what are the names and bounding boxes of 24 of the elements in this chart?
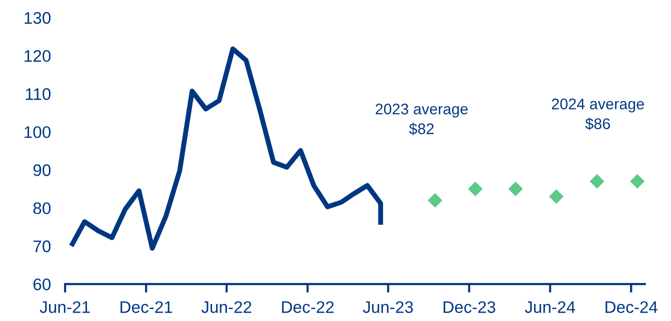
point — [630, 174, 645, 189]
point — [428, 193, 442, 208]
x-tick-label: Dec-24 — [606, 301, 658, 313]
x-tick-label: Jun-23 — [362, 301, 413, 313]
x-tick-label: Jun-24 — [524, 301, 576, 313]
annotation: 2024 average $86 — [552, 98, 644, 130]
y-tick-label: 120 — [24, 50, 51, 62]
point — [508, 182, 523, 196]
point — [549, 189, 564, 204]
y-tick-label: 100 — [24, 126, 51, 138]
y-tick-label: 80 — [33, 202, 51, 214]
x-tick-label: Dec-22 — [282, 301, 334, 313]
y-tick-label: 70 — [34, 240, 51, 252]
y-tick-label: 110 — [26, 88, 51, 100]
y-tick-label: 90 — [33, 164, 51, 176]
y-tick-label: 130 — [24, 12, 51, 24]
point — [590, 174, 604, 189]
x-tick-label: Dec-21 — [120, 301, 172, 313]
point — [468, 182, 483, 196]
y-tick-label: 60 — [34, 278, 51, 290]
annotation: 2023 average $82 — [376, 104, 468, 136]
x-tick-label: Jun-22 — [201, 301, 252, 313]
x-tick-label: Jun-21 — [40, 301, 90, 313]
x-tick-label: Dec-23 — [444, 301, 496, 313]
